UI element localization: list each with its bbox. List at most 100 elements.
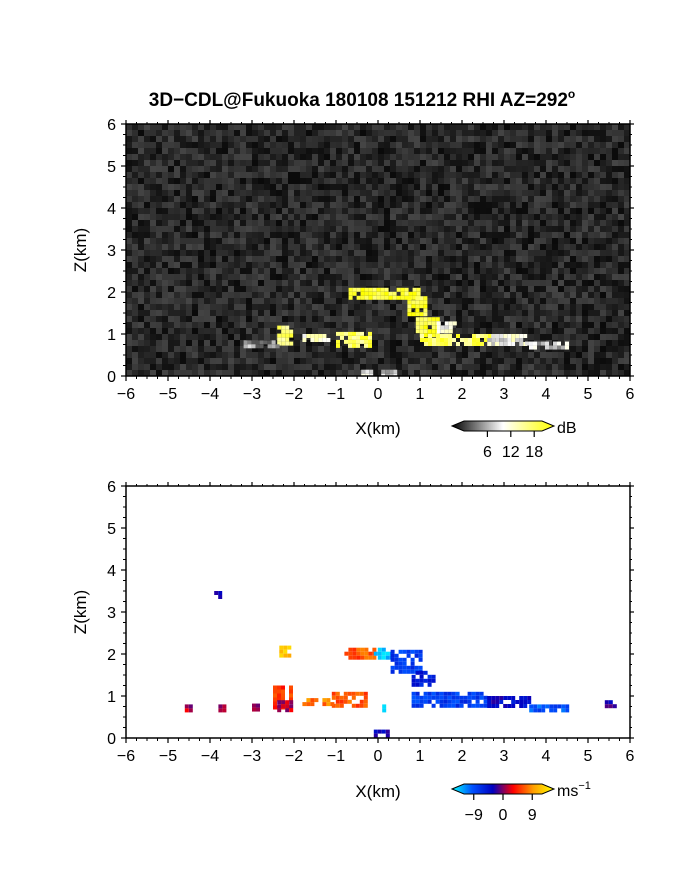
noise-cell [474,148,480,154]
noise-cell [276,178,282,184]
noise-cell [498,214,504,220]
noise-cell [546,244,552,250]
noise-cell [582,154,588,160]
noise-cell [414,208,420,214]
noise-cell [156,286,162,292]
noise-cell [300,274,306,280]
noise-cell [564,238,570,244]
noise-cell [612,196,618,202]
noise-cell [390,178,396,184]
noise-cell [312,286,318,292]
noise-cell [450,274,456,280]
noise-cell [552,334,558,340]
noise-cell [270,178,276,184]
reflectivity-echo-cell [364,343,368,348]
noise-cell [468,280,474,286]
noise-cell [300,172,306,178]
reflectivity-echo-cell [503,342,508,346]
noise-cell [216,184,222,190]
noise-cell [480,220,486,226]
noise-cell [306,208,312,214]
noise-cell [492,244,498,250]
noise-cell [342,364,348,370]
noise-cell [450,226,456,232]
noise-cell [360,298,366,304]
noise-cell [132,154,138,160]
noise-cell [528,292,534,298]
noise-cell [150,196,156,202]
noise-cell [222,130,228,136]
noise-cell [276,304,282,310]
noise-cell [456,184,462,190]
noise-cell [384,316,390,322]
noise-cell [624,322,630,328]
noise-cell [570,166,576,172]
noise-cell [258,142,264,148]
noise-cell [612,250,618,256]
reflectivity-echo-cell [348,343,352,348]
noise-cell [144,244,150,250]
noise-cell [486,274,492,280]
velocity-echo-cell [406,653,411,658]
noise-cell [204,256,210,262]
noise-cell [456,178,462,184]
velocity-echo-cell [519,704,524,708]
noise-cell [498,208,504,214]
velocity-echo-cell [604,700,609,705]
noise-cell [450,346,456,352]
noise-cell [504,166,510,172]
noise-cell [432,154,438,160]
noise-cell [474,364,480,370]
noise-cell [300,208,306,214]
noise-cell [426,124,432,130]
noise-cell [276,142,282,148]
reflectivity-echo-cell [436,334,440,338]
noise-cell [414,232,420,238]
reflectivity-echo-cell [545,345,549,350]
noise-cell [612,238,618,244]
noise-cell [354,142,360,148]
noise-cell [516,346,522,352]
noise-cell [300,130,306,136]
noise-cell [576,244,582,250]
noise-cell [258,184,264,190]
noise-cell [396,364,402,370]
noise-cell [132,202,138,208]
noise-cell [372,346,378,352]
noise-cell [216,130,222,136]
noise-cell [390,322,396,328]
velocity-y-tick-label: 6 [107,479,116,496]
noise-cell [624,328,630,334]
noise-cell [174,370,180,376]
reflectivity-echo [487,334,528,346]
noise-cell [228,298,234,304]
reflectivity-echo-cell [444,329,449,334]
noise-cell [312,292,318,298]
noise-cell [462,370,468,376]
noise-cell [162,154,168,160]
noise-cell [498,262,504,268]
velocity-echo-cell [188,704,193,709]
noise-cell [522,364,528,370]
noise-cell [528,328,534,334]
noise-cell [486,346,492,352]
noise-cell [138,292,144,298]
noise-cell [438,202,444,208]
noise-cell [204,190,210,196]
noise-cell [186,274,192,280]
noise-cell [240,274,246,280]
noise-cell [582,328,588,334]
velocity-echo-cell [419,674,424,679]
noise-cell [282,214,288,220]
velocity-echo-cell [402,661,407,666]
noise-cell [192,358,198,364]
noise-cell [216,244,222,250]
reflectivity-echo-cell [361,369,366,374]
reflectivity-echo-cell [472,338,476,342]
noise-cell [132,346,138,352]
noise-cell [468,274,474,280]
reflectivity-echo-cell [419,329,424,334]
noise-cell [270,364,276,370]
noise-cell [612,316,618,322]
noise-cell [186,232,192,238]
